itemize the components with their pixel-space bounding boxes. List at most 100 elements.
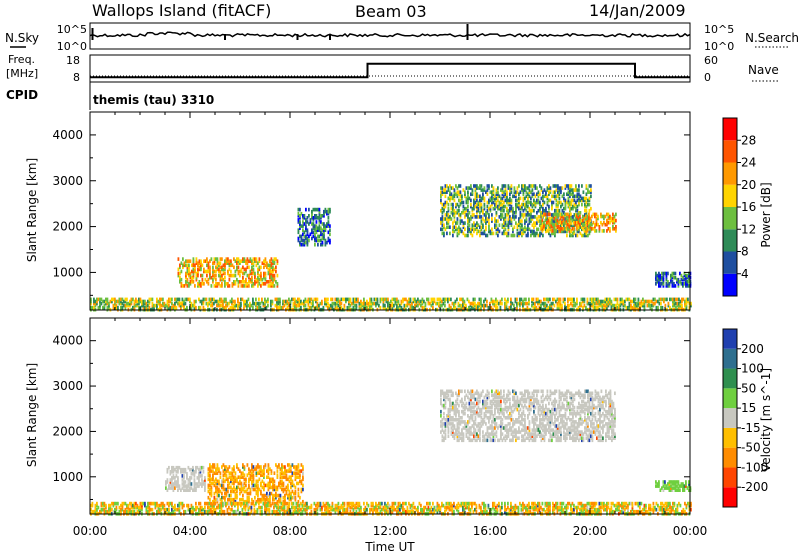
data-cell xyxy=(529,420,531,424)
y-tick-label: 2000 xyxy=(52,220,83,234)
data-cell xyxy=(384,304,386,308)
data-cell xyxy=(298,500,300,504)
data-cell xyxy=(235,274,237,278)
data-cell xyxy=(209,266,211,270)
data-cell xyxy=(305,208,307,212)
data-cell xyxy=(518,436,520,440)
data-cell xyxy=(253,473,255,477)
data-cell xyxy=(467,190,469,194)
data-cell xyxy=(660,302,662,306)
data-cell xyxy=(521,223,523,227)
data-cell xyxy=(229,465,231,469)
data-cell xyxy=(586,209,588,213)
data-cell xyxy=(212,266,214,270)
data-cell xyxy=(503,412,505,416)
data-cell xyxy=(583,190,585,194)
colorbar-swatch xyxy=(723,229,737,251)
data-cell xyxy=(579,223,581,227)
data-cell xyxy=(486,300,488,304)
data-cell xyxy=(233,266,235,270)
data-cell xyxy=(484,197,486,201)
data-cell xyxy=(171,298,173,302)
data-cell xyxy=(488,306,490,310)
data-cell xyxy=(615,225,617,229)
data-cell xyxy=(193,257,195,261)
data-cell xyxy=(363,298,365,302)
data-cell xyxy=(617,298,619,302)
data-cell xyxy=(553,201,555,205)
data-cell xyxy=(237,298,239,302)
data-cell xyxy=(463,432,465,436)
data-cell xyxy=(517,396,519,400)
data-cell xyxy=(526,217,528,221)
data-cell xyxy=(265,463,267,467)
data-cell xyxy=(503,394,505,398)
data-cell xyxy=(461,390,463,394)
data-cell xyxy=(542,234,544,238)
data-cell xyxy=(229,284,231,288)
data-cell xyxy=(502,418,504,422)
data-cell xyxy=(215,278,217,282)
data-cell xyxy=(443,232,445,236)
data-cell xyxy=(230,259,232,263)
data-cell xyxy=(448,426,450,430)
data-cell xyxy=(497,306,499,310)
data-cell xyxy=(563,217,565,221)
data-cell xyxy=(538,400,540,404)
colorbar-tick-label: 28 xyxy=(741,133,756,147)
data-cell xyxy=(244,465,246,469)
data-cell xyxy=(578,188,580,192)
data-cell xyxy=(564,298,566,302)
power-colorbar-label: Power [dB] xyxy=(759,182,773,247)
data-cell xyxy=(496,223,498,227)
data-cell xyxy=(181,270,183,274)
data-cell xyxy=(233,465,235,469)
freq-left-tick-top: 18 xyxy=(66,54,80,67)
data-cell xyxy=(445,195,447,199)
data-cell xyxy=(277,473,279,477)
data-cell xyxy=(491,228,493,232)
data-cell xyxy=(485,422,487,426)
data-cell xyxy=(295,490,297,494)
data-cell xyxy=(500,400,502,404)
data-cell xyxy=(533,209,535,213)
data-cell xyxy=(316,220,318,224)
data-cell xyxy=(511,414,513,418)
data-cell xyxy=(252,306,254,310)
data-cell xyxy=(464,228,466,232)
data-cell xyxy=(327,298,329,302)
data-cell xyxy=(580,211,582,215)
data-cell xyxy=(458,426,460,430)
data-cell xyxy=(272,300,274,304)
data-cell xyxy=(635,298,637,302)
data-cell xyxy=(302,484,304,488)
data-cell xyxy=(535,406,537,410)
data-cell xyxy=(475,428,477,432)
data-cell xyxy=(248,298,250,302)
data-cell xyxy=(239,274,241,278)
data-cell xyxy=(298,463,300,467)
data-cell xyxy=(479,436,481,440)
y-tick-label: 4000 xyxy=(52,128,83,142)
data-cell xyxy=(554,304,556,308)
data-cell xyxy=(464,390,466,394)
data-cell xyxy=(544,201,546,205)
data-cell xyxy=(275,270,277,274)
data-cell xyxy=(458,410,460,414)
data-cell xyxy=(603,229,605,233)
data-cell xyxy=(481,184,483,188)
data-cell xyxy=(578,184,580,188)
data-cell xyxy=(449,398,451,402)
data-cell xyxy=(514,186,516,190)
data-cell xyxy=(277,259,279,263)
data-cell xyxy=(488,213,490,217)
data-cell xyxy=(449,225,451,229)
data-cell xyxy=(524,418,526,422)
colorbar-swatch xyxy=(723,140,737,162)
noise-left-tick-bottom: 10^0 xyxy=(57,40,87,53)
colorbar-swatch xyxy=(723,163,737,185)
data-cell xyxy=(482,430,484,434)
data-cell xyxy=(491,410,493,414)
data-cell xyxy=(520,408,522,412)
